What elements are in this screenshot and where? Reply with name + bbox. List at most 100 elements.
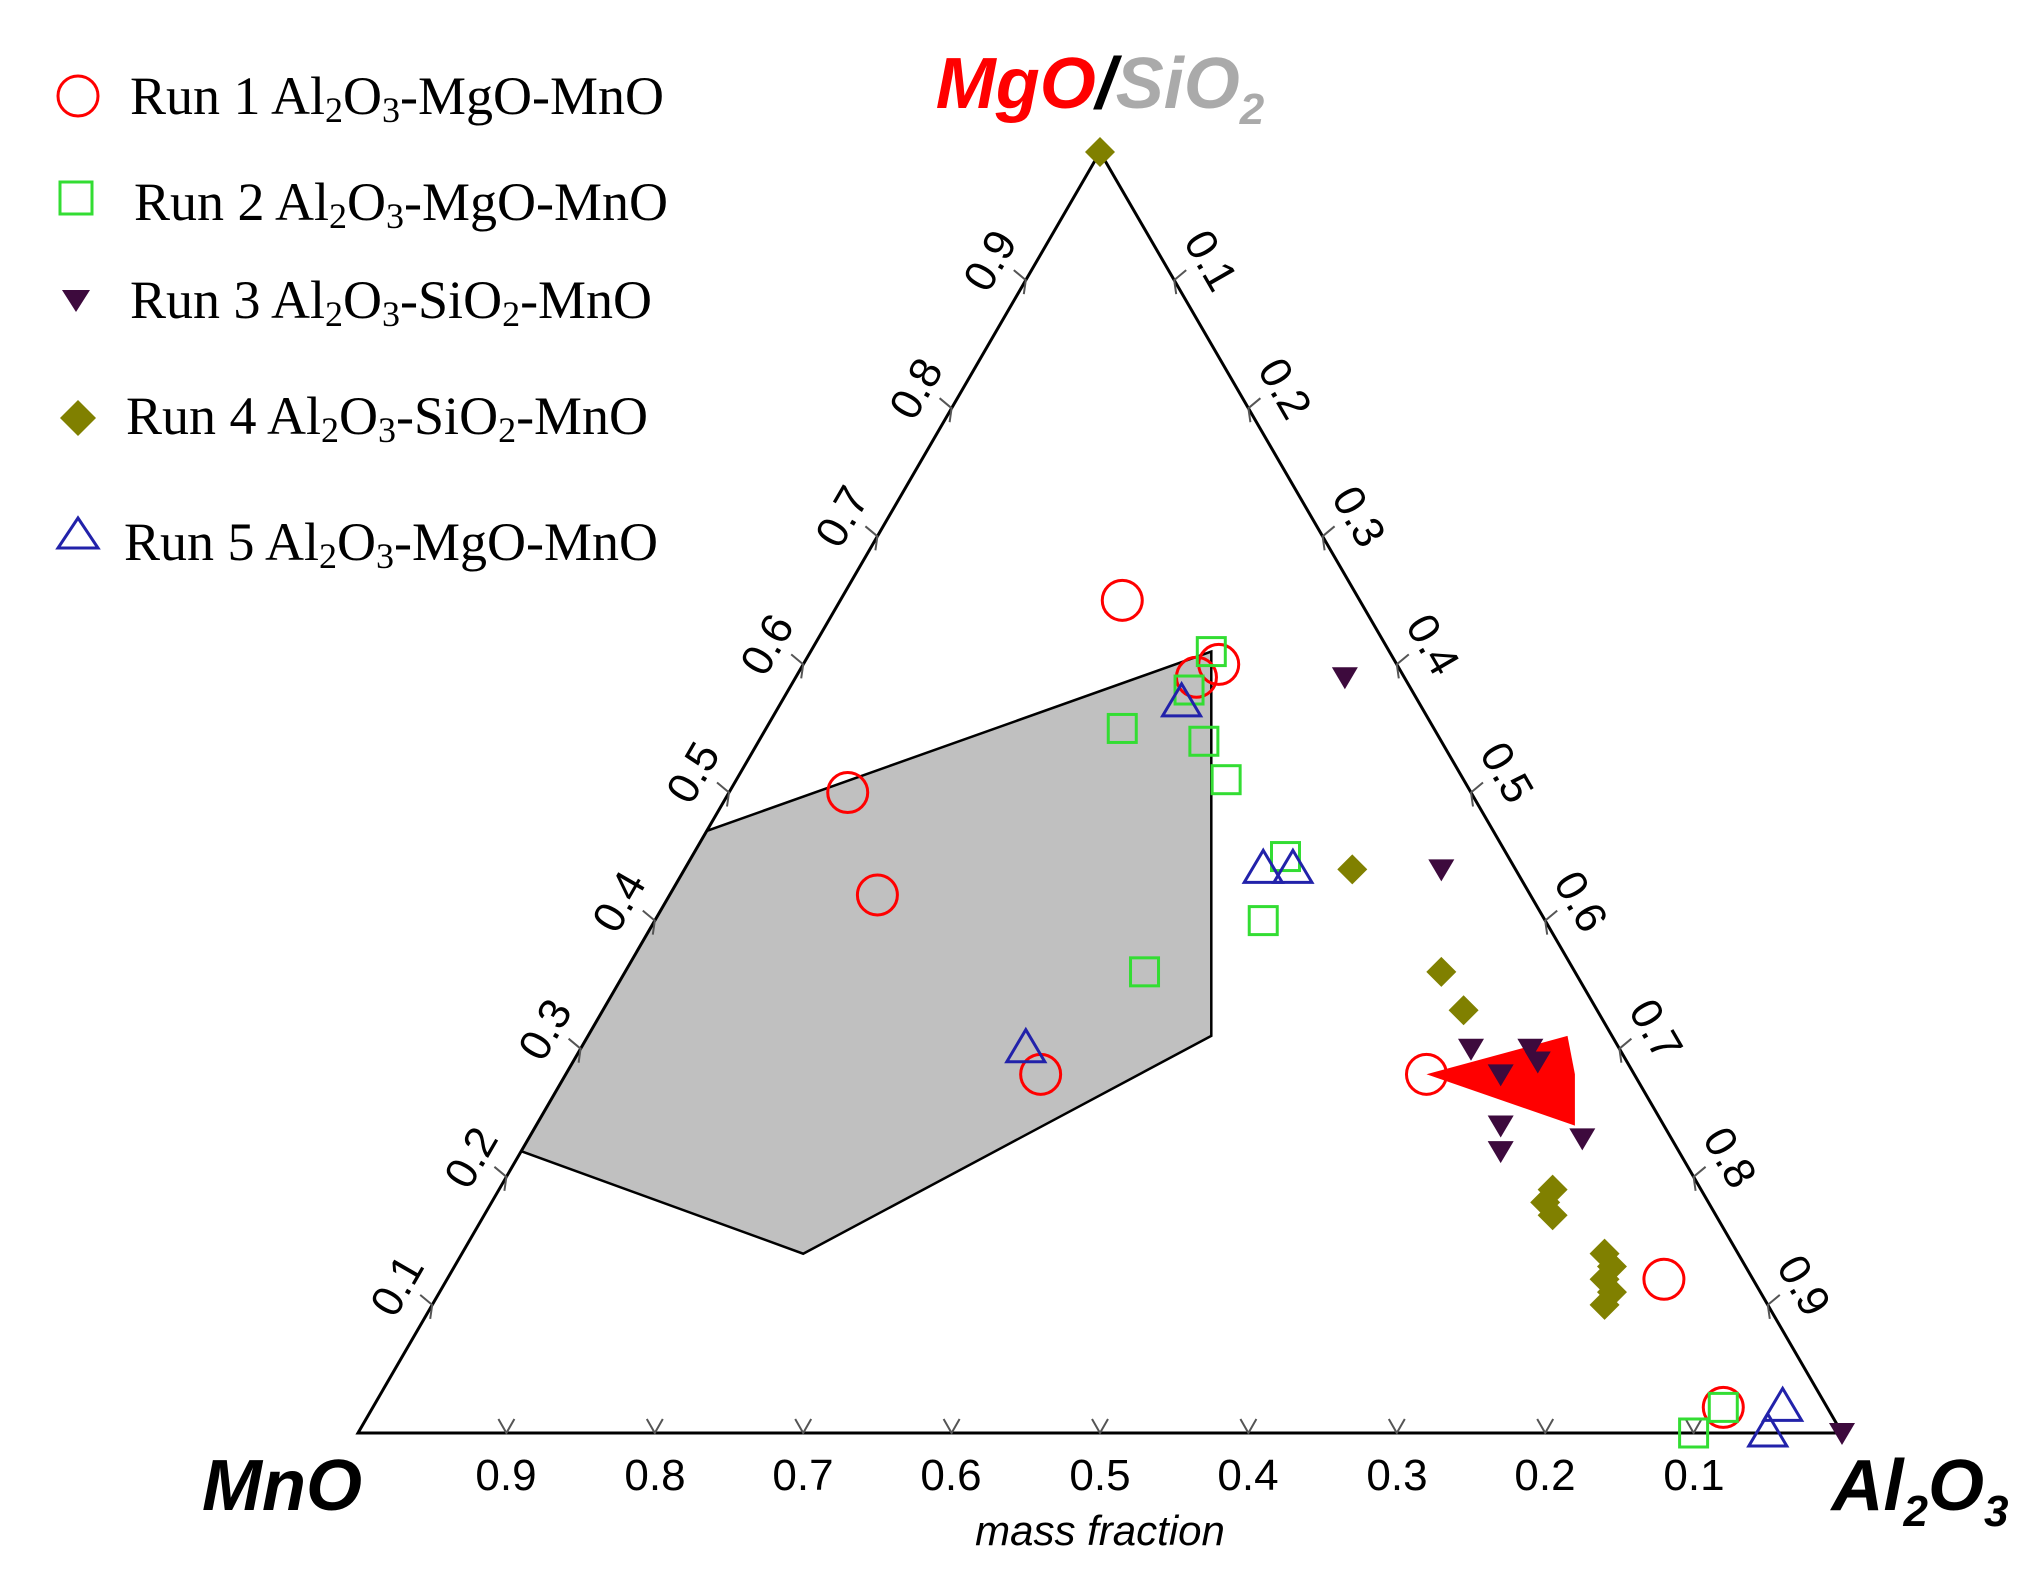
bottom-tick-mark [1387,1418,1406,1436]
legend-entry-run-4: Run 4 Al2O3-SiO2-MnO [60,386,648,450]
left-tick-label: 0.1 [361,1247,434,1324]
right-tick-label: 0.6 [1544,863,1617,940]
legend-label-run-4: Run 4 Al2O3-SiO2-MnO [126,386,648,450]
bottom-tick-mark [1239,1418,1258,1436]
vertex-right-al: Al [1830,1446,1906,1526]
data-point-run-3 [1569,1128,1596,1151]
bottom-tick-label: 0.1 [1663,1451,1724,1500]
right-edge-tick-labels: 0.1 0.2 0.3 0.4 0.5 0.6 0.7 0.8 0.9 [1174,222,1840,1324]
legend-entry-run-3: Run 3 Al2O3-SiO2-MnO [62,270,652,334]
left-tick-mark [790,653,805,679]
right-tick-label: 0.7 [1619,991,1692,1068]
data-point-run-1 [1642,1257,1686,1301]
legend-label-run-2: Run 2 Al2O3-MgO-MnO [134,172,668,236]
bottom-tick-label: 0.3 [1366,1451,1427,1500]
right-tick-mark [1618,1037,1633,1063]
right-tick-label: 0.2 [1248,350,1321,427]
bottom-tick-label: 0.8 [624,1451,685,1500]
bottom-tick-label: 0.5 [1069,1451,1130,1500]
right-tick-label: 0.4 [1396,606,1469,683]
left-tick-label: 0.2 [435,1119,508,1196]
vertex-label-right: Al2O3 [1830,1446,2009,1536]
axis-caption: mass fraction [975,1507,1225,1554]
data-point-run-1 [855,873,899,917]
data-point-run-4 [1589,1289,1620,1320]
data-point-run-3 [1331,667,1358,690]
data-point-run-5 [1004,1026,1048,1064]
right-tick-mark [1469,781,1484,807]
right-tick-mark [1247,397,1262,423]
data-point-run-2 [1678,1417,1710,1449]
data-point-run-2 [1188,725,1220,757]
left-tick-label: 0.5 [657,734,730,811]
data-point-run-4 [1537,1200,1568,1231]
legend-label-run-3: Run 3 Al2O3-SiO2-MnO [130,270,652,334]
data-point-run-2 [1173,674,1205,706]
data-point-run-2 [1129,956,1161,988]
gray-liquid-region [519,649,1213,1256]
tick-marks [419,269,1781,1436]
left-tick-label: 0.7 [806,478,879,555]
vertex-top-sio-subscript: 2 [1239,85,1265,134]
legend-label-run-1: Run 1 Al2O3-MgO-MnO [130,66,664,130]
bottom-tick-mark [1091,1418,1109,1436]
regions-layer [519,649,1575,1256]
left-tick-mark [864,525,879,551]
legend-marker-triangle-down [62,290,90,312]
bottom-tick-label: 0.2 [1514,1451,1575,1500]
right-tick-label: 0.9 [1767,1247,1840,1324]
bottom-tick-mark [942,1418,961,1436]
data-point-run-3 [1487,1141,1514,1164]
left-tick-label: 0.3 [509,991,582,1068]
data-point-run-4 [1426,956,1457,987]
data-point-run-4 [1085,137,1115,167]
data-point-run-2 [1210,764,1242,796]
left-tick-label: 0.6 [731,606,804,683]
bottom-tick-label: 0.4 [1217,1451,1278,1500]
vertex-label-top: MgO/SiO2 [936,44,1265,134]
data-point-run-3 [1829,1423,1855,1445]
data-point-run-3 [1487,1064,1514,1087]
left-tick-label: 0.4 [583,863,656,940]
right-tick-mark [1766,1294,1781,1320]
legend: Run 1 Al2O3-MgO-MnO Run 2 Al2O3-MgO-MnO … [55,66,668,576]
left-tick-mark [419,1294,434,1320]
vertex-right-sub1: 2 [1903,1487,1929,1536]
bottom-edge-tick-labels: 0.9 0.8 0.7 0.6 0.5 0.4 0.3 0.2 0.1 [475,1451,1724,1500]
right-tick-mark [1321,525,1336,551]
right-tick-label: 0.8 [1693,1119,1766,1196]
left-tick-mark [938,397,953,423]
data-point-run-2 [1247,905,1279,937]
bottom-tick-label: 0.9 [475,1451,536,1500]
data-point-run-2 [1270,841,1301,873]
vertex-top-mgo: MgO [936,44,1096,124]
data-point-run-2 [1707,1391,1739,1423]
bottom-tick-mark [1536,1418,1555,1436]
bottom-tick-mark [497,1418,516,1436]
bottom-tick-label: 0.7 [772,1451,833,1500]
data-point-run-2 [1195,636,1227,668]
data-point-run-5 [1271,847,1315,884]
data-point-run-5 [1241,847,1285,884]
vertex-label-left: MnO [202,1446,362,1526]
data-point-run-1 [1404,1052,1448,1096]
data-point-run-4 [1448,995,1479,1026]
left-tick-mark [716,781,731,807]
legend-label-run-5: Run 5 Al2O3-MgO-MnO [124,512,658,576]
data-point-run-1 [1701,1385,1745,1429]
left-tick-mark [493,1166,508,1191]
legend-marker-triangle-up [55,515,101,550]
data-point-run-3 [1428,859,1455,882]
data-point-run-3 [1524,1051,1551,1074]
data-point-run-1 [1100,578,1144,622]
data-point-run-4 [1337,854,1368,885]
data-point-run-1 [826,771,870,814]
legend-marker-square [58,180,94,216]
data-point-run-3 [1458,1038,1484,1061]
data-point-run-5 [1746,1411,1790,1448]
data-point-run-5 [1159,680,1204,718]
vertex-top-sio: SiO [1116,44,1240,124]
right-tick-label: 0.1 [1174,222,1247,299]
right-tick-mark [1395,653,1410,679]
